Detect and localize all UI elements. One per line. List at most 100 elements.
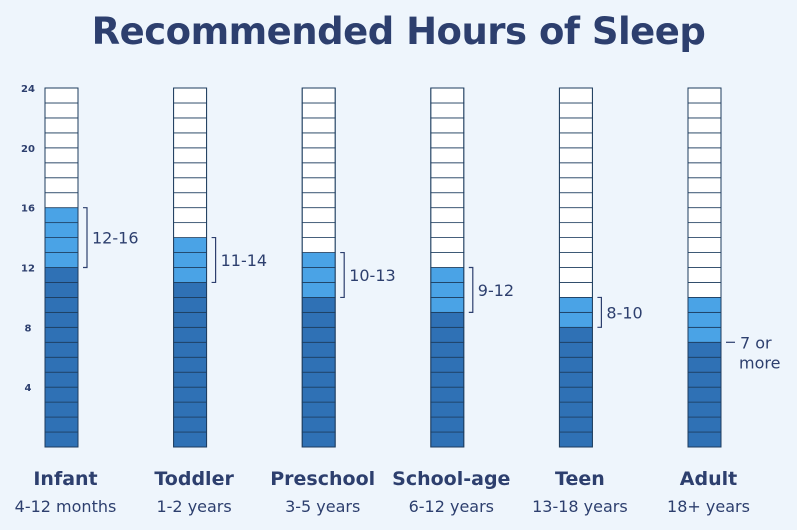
range-bracket [340, 251, 345, 299]
category-name: Adult [680, 468, 737, 490]
bar-cell [559, 431, 593, 448]
bar-cell [430, 282, 465, 298]
bar-cell [687, 207, 722, 224]
bar-cell [173, 371, 208, 388]
bar-cell [430, 416, 465, 433]
bar-cell [44, 386, 79, 403]
bar-cell [559, 371, 593, 388]
bar-cell [173, 117, 208, 134]
bar-cell [173, 356, 208, 373]
bar-cell [559, 192, 593, 209]
bar-outline [44, 87, 79, 448]
range-label: 7 or [740, 333, 772, 352]
bar-cell [173, 177, 208, 194]
bar-outline [173, 87, 208, 448]
bar-cell [687, 237, 722, 253]
bar-cell [430, 341, 465, 358]
bar-cell [430, 147, 465, 164]
range-bracket [468, 266, 474, 313]
bar-cell [687, 177, 722, 194]
bar-cell [173, 341, 208, 358]
range-bracket [211, 236, 217, 284]
bar-cell [173, 267, 208, 283]
bar-cell [173, 431, 208, 448]
bar-cell [687, 132, 722, 149]
bar-cell [559, 237, 593, 253]
bar-cell [687, 401, 722, 418]
bar-cell [301, 416, 336, 433]
y-tick-label: 24 [21, 84, 35, 95]
bar-cell [687, 267, 722, 283]
bar-cell [430, 371, 465, 388]
bar-cell [559, 87, 593, 104]
bar-cell [559, 102, 593, 119]
bar-cell [301, 311, 336, 328]
bar-cell [430, 222, 465, 238]
bar-cell [44, 416, 79, 433]
bar-cell [687, 192, 722, 209]
bar-cell [430, 192, 465, 209]
bar-cell [301, 87, 336, 104]
bar-cell [301, 102, 336, 119]
bar-cell [44, 401, 79, 418]
y-tick-label: 12 [21, 264, 35, 275]
bar-cell [44, 147, 79, 164]
range-label: 10-13 [349, 266, 396, 285]
bar-cell [687, 431, 722, 448]
category-name: School-age [392, 468, 510, 490]
category-age: 18+ years [667, 497, 750, 516]
bar-cell [430, 237, 465, 253]
bar-cell [173, 416, 208, 433]
bar-cell [44, 237, 79, 253]
bar-cell [301, 297, 336, 313]
bar-cell [687, 147, 722, 164]
bar-cell [430, 252, 465, 268]
bar-cell [687, 252, 722, 268]
bar-cell [44, 132, 79, 149]
bar-outline [558, 87, 593, 448]
category-age: 1-2 years [156, 497, 231, 516]
category-age: 4-12 months [15, 497, 117, 516]
bar-cell [44, 371, 79, 388]
y-tick-label: 8 [25, 323, 32, 334]
bar-cell [687, 162, 722, 179]
bar-cell [687, 356, 722, 373]
bar-cell [44, 297, 79, 313]
bar-cell [173, 87, 208, 104]
bar-cell [687, 117, 722, 134]
bar-cell [687, 311, 722, 328]
range-label: 9-12 [478, 281, 514, 300]
bar-cell [301, 177, 336, 194]
bar-cell [173, 192, 208, 209]
range-label: 12-16 [92, 229, 139, 248]
category-name: Infant [33, 468, 97, 490]
bar-cell [430, 117, 465, 134]
bar-cell [173, 401, 208, 418]
bar-cell [559, 326, 593, 343]
bar-cell [301, 401, 336, 418]
bar-cell [173, 311, 208, 328]
range-bracket [597, 296, 602, 328]
bar-cell [173, 132, 208, 149]
bar-cell [301, 207, 336, 224]
bar-outline [687, 87, 722, 448]
bar-cell [430, 326, 465, 343]
bar-cell [559, 252, 593, 268]
y-tick-label: 4 [25, 383, 32, 394]
category-age: 6-12 years [409, 497, 494, 516]
bar-cell [559, 267, 593, 283]
bar-cell [687, 102, 722, 119]
bar-cell [430, 311, 465, 328]
bar-cell [301, 431, 336, 448]
bar-cell [301, 356, 336, 373]
bar-cell [44, 356, 79, 373]
bar-cell [559, 117, 593, 134]
bar-cell [173, 297, 208, 313]
bar-cell [44, 267, 79, 283]
bar-cell [430, 162, 465, 179]
range-label: 11-14 [221, 251, 268, 270]
y-tick-label: 20 [21, 144, 35, 155]
bar-cell [687, 222, 722, 238]
bar-cell [173, 162, 208, 179]
